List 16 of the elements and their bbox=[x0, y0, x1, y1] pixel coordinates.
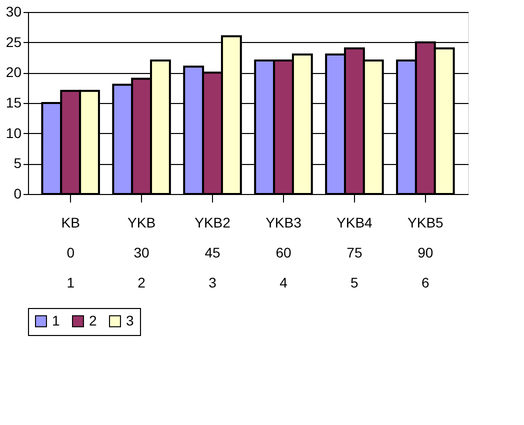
legend-label: 2 bbox=[89, 312, 97, 328]
y-tick-label: 0 bbox=[14, 186, 22, 202]
legend-label: 3 bbox=[126, 312, 134, 328]
y-tick-label: 5 bbox=[14, 155, 22, 172]
y-tick-label: 20 bbox=[6, 64, 22, 80]
x-tick-label: YKB 30 2 bbox=[128, 214, 156, 290]
x-tick-label: YKB2 45 3 bbox=[194, 214, 231, 290]
y-tick-label: 10 bbox=[6, 124, 22, 141]
x-tick-label: YKB3 60 4 bbox=[266, 214, 302, 290]
y-tick-label: 15 bbox=[6, 94, 22, 110]
y-tick-label: 25 bbox=[6, 34, 22, 50]
x-tick-label: YKB5 90 6 bbox=[408, 214, 444, 290]
x-tick-label: KB 0 1 bbox=[61, 214, 80, 290]
legend-label: 1 bbox=[52, 312, 60, 328]
y-tick-label: 30 bbox=[6, 4, 22, 20]
x-tick-label: YKB4 75 5 bbox=[336, 214, 373, 290]
